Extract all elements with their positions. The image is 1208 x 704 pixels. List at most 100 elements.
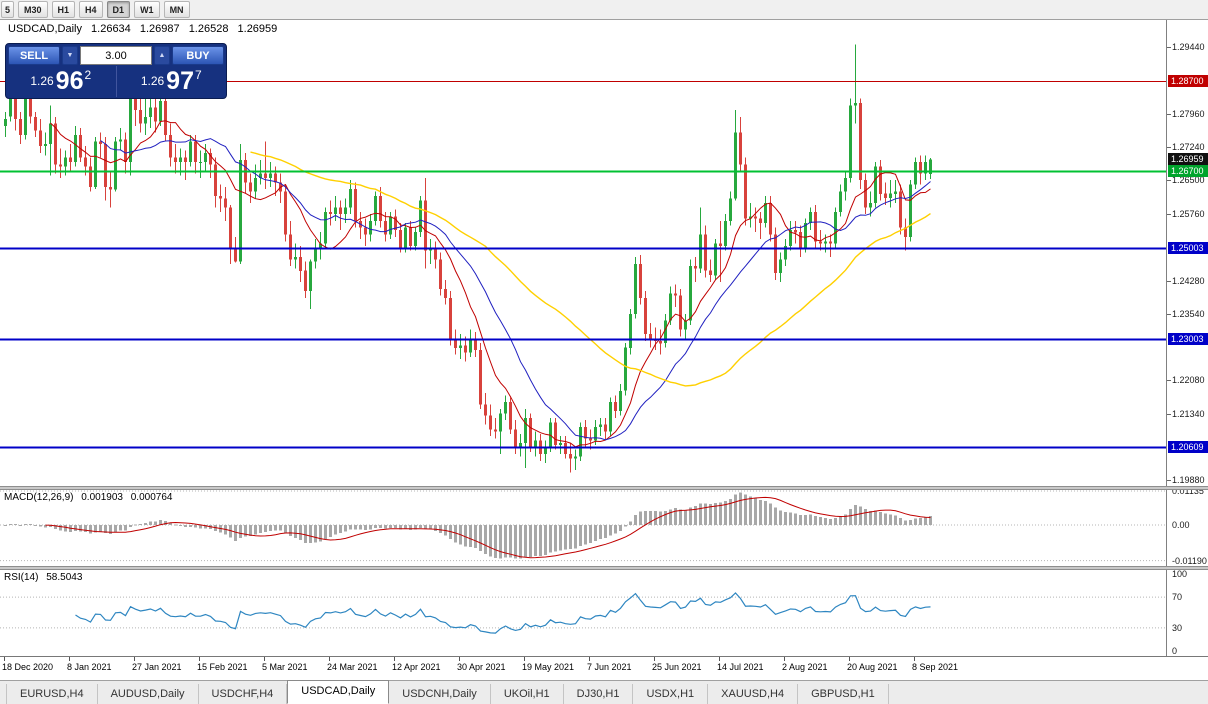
scale-tick (1167, 414, 1171, 415)
macd-scale-label: 0.01135 (1172, 486, 1204, 496)
hline-price-badge: 1.23003 (1168, 332, 1208, 345)
scale-tick (1167, 314, 1171, 315)
price-scale-label: 1.25760 (1172, 208, 1205, 219)
buy-price-point: 7 (194, 68, 202, 82)
ohlc-open: 1.26634 (91, 23, 131, 35)
chart-tab-eurusd-h4[interactable]: EURUSD,H4 (6, 684, 98, 704)
macd-name: MACD(12,26,9) (4, 492, 74, 503)
chart-tab-usdx-h1[interactable]: USDX,H1 (633, 684, 709, 704)
chart-tab-audusd-daily[interactable]: AUDUSD,Daily (98, 684, 199, 704)
buy-price-prefix: 1.26 (140, 74, 165, 88)
timeframe-button-m30[interactable]: M30 (18, 1, 48, 18)
time-axis-label: 19 May 2021 (522, 662, 575, 672)
time-axis-label: 5 Mar 2021 (262, 662, 308, 672)
price-divider (115, 66, 117, 97)
chart-tab-xauusd-h4[interactable]: XAUUSD,H4 (708, 684, 799, 704)
time-axis-tick (719, 657, 720, 661)
time-axis-label: 7 Jun 2021 (587, 662, 632, 672)
time-axis-tick (524, 657, 525, 661)
sell-price-prefix: 1.26 (30, 74, 54, 88)
price-scale-label: 1.19880 (1172, 475, 1205, 485)
chart-symbol-period: USDCAD,Daily (8, 23, 82, 35)
rsi-scale-label: 70 (1172, 592, 1183, 603)
buy-button[interactable]: BUY (172, 46, 224, 65)
time-axis-tick (4, 657, 5, 661)
time-axis-label: 30 Apr 2021 (457, 662, 506, 672)
hline-price-badge: 1.20609 (1168, 440, 1208, 453)
time-axis-tick (784, 657, 785, 661)
rsi-label: RSI(14) 58.5043 (4, 572, 82, 583)
price-scale-label: 1.21340 (1172, 408, 1205, 419)
chart-title: USDCAD,Daily 1.26634 1.26987 1.26528 1.2… (8, 23, 277, 35)
scale-tick (1167, 281, 1171, 282)
chart-tab-ukoil-h1[interactable]: UKOil,H1 (491, 684, 564, 704)
time-axis-tick (589, 657, 590, 661)
price-scale[interactable]: 1.29440 1.27960 1.27240 1.26500 1.25760 1.242… (1166, 20, 1208, 656)
time-axis-label: 8 Sep 2021 (912, 662, 959, 672)
panel-separator[interactable] (0, 566, 1208, 570)
chart-tab-usdchf-h4[interactable]: USDCHF,H4 (199, 684, 288, 704)
time-axis-tick (264, 657, 265, 661)
price-scale-label: 1.27960 (1172, 109, 1205, 120)
scale-tick (1167, 480, 1171, 481)
macd-label: MACD(12,26,9) 0.001903 0.000764 (4, 492, 172, 503)
current-price-badge: 1.26959 (1168, 153, 1208, 166)
time-axis-label: 25 Jun 2021 (652, 662, 702, 672)
time-axis-tick (914, 657, 915, 661)
chart-tab-dj30-h1[interactable]: DJ30,H1 (564, 684, 634, 704)
ohlc-close: 1.26959 (237, 23, 278, 35)
time-axis-label: 8 Jan 2021 (67, 662, 112, 672)
buy-price-display[interactable]: 1.26 97 7 (117, 66, 227, 97)
timeframe-toolbar: 5 M30 H1 H4 D1 W1 MN (0, 0, 1208, 20)
timeframe-button-mn[interactable]: MN (163, 1, 190, 18)
timeframe-button-5[interactable]: 5 (1, 1, 14, 18)
chart-tab-gbpusd-h1[interactable]: GBPUSD,H1 (798, 684, 889, 704)
price-scale-label: 1.23540 (1172, 309, 1205, 320)
time-axis-label: 20 Aug 2021 (847, 662, 898, 672)
time-axis-tick (329, 657, 330, 661)
scale-tick (1167, 147, 1171, 148)
scale-tick (1167, 214, 1171, 215)
time-axis-tick (654, 657, 655, 661)
time-axis-label: 2 Aug 2021 (782, 662, 828, 672)
timeframe-button-w1[interactable]: W1 (134, 1, 160, 18)
scale-tick (1167, 114, 1171, 115)
timeframe-button-h4[interactable]: H4 (79, 1, 103, 18)
sell-price-display[interactable]: 1.26 96 2 (6, 66, 116, 97)
rsi-scale-label: 100 (1172, 569, 1188, 579)
volume-decrease-icon[interactable]: ▼ (62, 46, 78, 65)
one-click-trading-panel: SELL ▼ 3.00 ▲ BUY 1.26 96 2 1.26 97 7 (5, 43, 227, 99)
timeframe-button-d1[interactable]: D1 (106, 1, 131, 18)
chart-tab-usdcnh-daily[interactable]: USDCNH,Daily (389, 684, 491, 704)
time-axis-label: 27 Jan 2021 (132, 662, 182, 672)
scale-tick (1167, 380, 1171, 381)
panel-separator[interactable] (0, 486, 1208, 490)
time-axis-label: 18 Dec 2020 (2, 662, 54, 672)
volume-increase-icon[interactable]: ▲ (154, 46, 170, 65)
time-axis[interactable]: 18 Dec 2020 8 Jan 2021 27 Jan 2021 15 Feb 2… (0, 656, 1208, 680)
rsi-name: RSI(14) (4, 572, 39, 583)
time-axis-label: 14 Jul 2021 (717, 662, 764, 672)
rsi-scale-label: 30 (1172, 622, 1183, 633)
macd-scale-label: 0.00 (1172, 520, 1190, 530)
time-axis-tick (69, 657, 70, 661)
rsi-value: 58.5043 (46, 572, 83, 583)
rsi-indicator-panel[interactable] (0, 570, 1166, 656)
time-axis-label: 24 Mar 2021 (327, 662, 378, 672)
buy-price-pips: 97 (166, 67, 194, 95)
chart-tab-usdcad-daily[interactable]: USDCAD,Daily (287, 680, 390, 704)
price-scale-label: 1.29440 (1172, 42, 1205, 52)
time-axis-label: 12 Apr 2021 (392, 662, 441, 672)
macd-signal-value: 0.000764 (130, 492, 173, 503)
time-axis-tick (199, 657, 200, 661)
volume-input[interactable]: 3.00 (80, 46, 152, 65)
sell-button[interactable]: SELL (8, 46, 60, 65)
time-axis-tick (849, 657, 850, 661)
price-scale-label: 1.26500 (1172, 175, 1205, 186)
sell-price-pips: 96 (55, 67, 84, 95)
macd-scale-label: -0.01190 (1172, 555, 1207, 566)
time-axis-label: 15 Feb 2021 (197, 662, 248, 672)
macd-indicator-panel[interactable] (0, 490, 1166, 566)
timeframe-button-h1[interactable]: H1 (51, 1, 76, 18)
